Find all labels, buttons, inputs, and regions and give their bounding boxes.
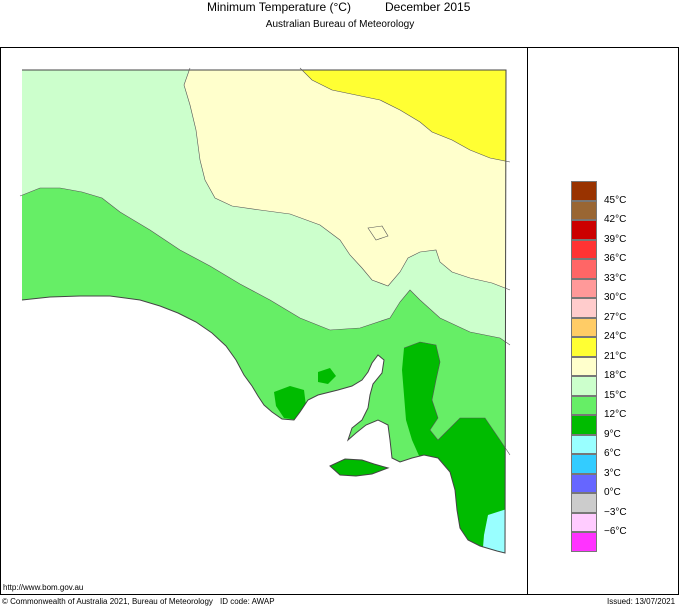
region-far-north-east bbox=[300, 70, 506, 162]
kangaroo-island bbox=[329, 458, 390, 477]
map-title: Minimum Temperature (°C) bbox=[207, 0, 351, 14]
legend-label: 27°C bbox=[604, 311, 627, 323]
isotherm bbox=[403, 341, 511, 456]
legend-swatch bbox=[571, 278, 597, 298]
legend-swatch bbox=[571, 298, 597, 318]
legend-swatch bbox=[571, 532, 597, 552]
map-legend-divider bbox=[527, 47, 528, 595]
map-period: December 2015 bbox=[385, 0, 471, 14]
legend-label: 21°C bbox=[604, 350, 627, 362]
legend-swatch bbox=[571, 239, 597, 259]
region-south-east bbox=[402, 342, 506, 553]
legend-swatch-top bbox=[571, 181, 597, 201]
legend-label: 18°C bbox=[604, 370, 627, 381]
legend-swatch bbox=[571, 317, 597, 337]
legend-label: 3°C bbox=[604, 467, 621, 479]
legend-swatch bbox=[571, 220, 597, 240]
legend-swatch bbox=[571, 434, 597, 454]
legend-swatch bbox=[571, 512, 597, 532]
legend-label: 24°C bbox=[604, 331, 627, 342]
legend-label: 6°C bbox=[604, 448, 621, 459]
legend-label: 39°C bbox=[604, 233, 627, 245]
legend-swatch bbox=[571, 337, 597, 357]
legend-label: 36°C bbox=[604, 253, 627, 264]
isotherm bbox=[183, 67, 511, 291]
isotherm bbox=[367, 225, 389, 241]
legend-label: 12°C bbox=[604, 409, 627, 420]
legend-label: −6°C bbox=[604, 526, 627, 537]
legend-swatch bbox=[571, 415, 597, 435]
legend-label: 33°C bbox=[604, 272, 627, 284]
isotherm bbox=[299, 67, 511, 163]
legend-swatch bbox=[571, 395, 597, 415]
map-subtitle: Australian Bureau of Meteorology bbox=[265, 19, 415, 30]
id-code: ID code: AWAP bbox=[220, 597, 275, 606]
legend-swatch bbox=[571, 493, 597, 513]
legend-swatch bbox=[571, 376, 597, 396]
legend-swatch bbox=[571, 454, 597, 474]
copyright-notice: © Commonwealth of Australia 2021, Bureau… bbox=[2, 597, 213, 606]
legend-swatch bbox=[571, 259, 597, 279]
legend-label: 9°C bbox=[604, 428, 621, 440]
legend-label: 15°C bbox=[604, 389, 627, 401]
region-eyre-patch bbox=[318, 368, 336, 384]
legend-label: 0°C bbox=[604, 487, 621, 498]
issued-date: Issued: 13/07/2021 bbox=[607, 597, 676, 606]
legend-label: 45°C bbox=[604, 194, 627, 206]
source-url: http://www.bom.gov.au bbox=[3, 583, 84, 592]
coastline bbox=[21, 69, 507, 554]
region-south-east-corner bbox=[482, 508, 506, 553]
isotherm bbox=[19, 187, 511, 346]
legend-label: −3°C bbox=[604, 506, 627, 518]
region-eyre-tip bbox=[274, 386, 306, 420]
legend-swatch bbox=[571, 356, 597, 376]
legend-swatch bbox=[571, 473, 597, 493]
legend-label: 30°C bbox=[604, 292, 627, 303]
legend-swatch bbox=[571, 200, 597, 220]
map-frame bbox=[0, 47, 679, 595]
legend-label: 42°C bbox=[604, 214, 627, 225]
